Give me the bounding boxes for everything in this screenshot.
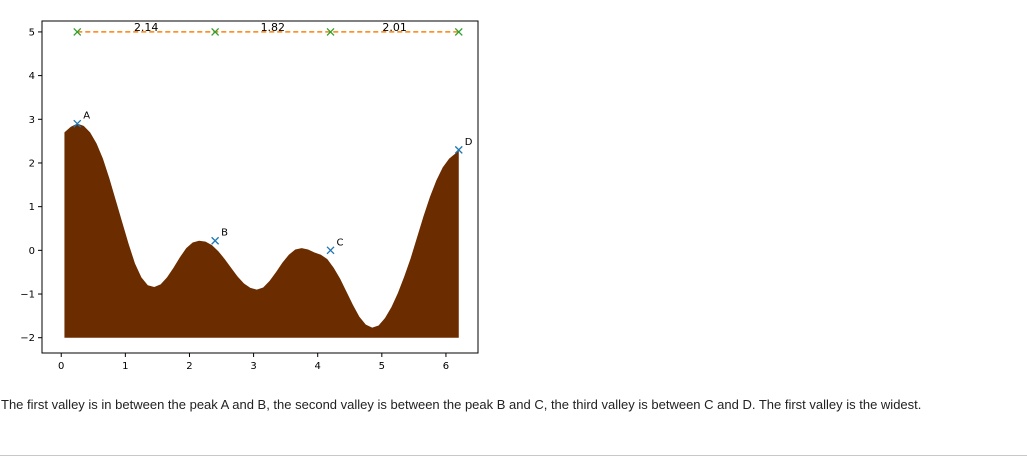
chart-figure: 2.14 1.82 2.01 A B C D 0 1 2 3 4 5 6 −2 −1 0 1 2 3 4 5 xyxy=(20,20,479,372)
x-tick-label-1: 1 xyxy=(122,361,128,372)
x-tick-label-6: 6 xyxy=(443,361,449,372)
divider xyxy=(0,455,1027,456)
y-tick-label-7: 5 xyxy=(29,27,35,38)
width-label-0: 2.14 xyxy=(134,21,159,34)
width-label-2: 2.01 xyxy=(382,21,407,34)
peak-label-d: D xyxy=(465,137,473,148)
peak-marker-d xyxy=(454,145,463,154)
width-marker-0 xyxy=(73,27,82,36)
y-tick-label-2: 0 xyxy=(29,246,35,257)
plot-frame xyxy=(41,20,479,354)
width-label-1: 1.82 xyxy=(261,21,286,34)
width-marker-3 xyxy=(454,27,463,36)
peak-label-a: A xyxy=(83,111,90,122)
y-tick-label-5: 3 xyxy=(29,115,35,126)
peak-marker-a xyxy=(73,119,82,128)
y-tick-label-0: −2 xyxy=(20,333,35,344)
plot-area: 2.14 1.82 2.01 A B C D 0 1 2 3 4 5 6 −2 −1 0 1 2 3 4 5 xyxy=(20,20,479,372)
width-marker-1 xyxy=(211,27,220,36)
peak-marker-b xyxy=(211,236,220,245)
caption-text: The first valley is in between the peak … xyxy=(1,397,922,412)
x-tick-label-3: 3 xyxy=(250,361,256,372)
peak-marker-c xyxy=(326,246,335,255)
x-tick-label-0: 0 xyxy=(58,361,64,372)
x-tick-label-4: 4 xyxy=(315,361,321,372)
width-marker-2 xyxy=(326,27,335,36)
y-tick-label-3: 1 xyxy=(29,202,35,213)
peak-label-b: B xyxy=(221,228,228,239)
y-tick-label-4: 2 xyxy=(29,158,35,169)
x-tick-label-5: 5 xyxy=(379,361,385,372)
y-tick-label-1: −1 xyxy=(20,290,35,301)
peak-label-c: C xyxy=(337,237,344,248)
area-fill xyxy=(64,123,459,338)
x-tick-label-2: 2 xyxy=(186,361,192,372)
y-tick-label-6: 4 xyxy=(29,71,35,82)
